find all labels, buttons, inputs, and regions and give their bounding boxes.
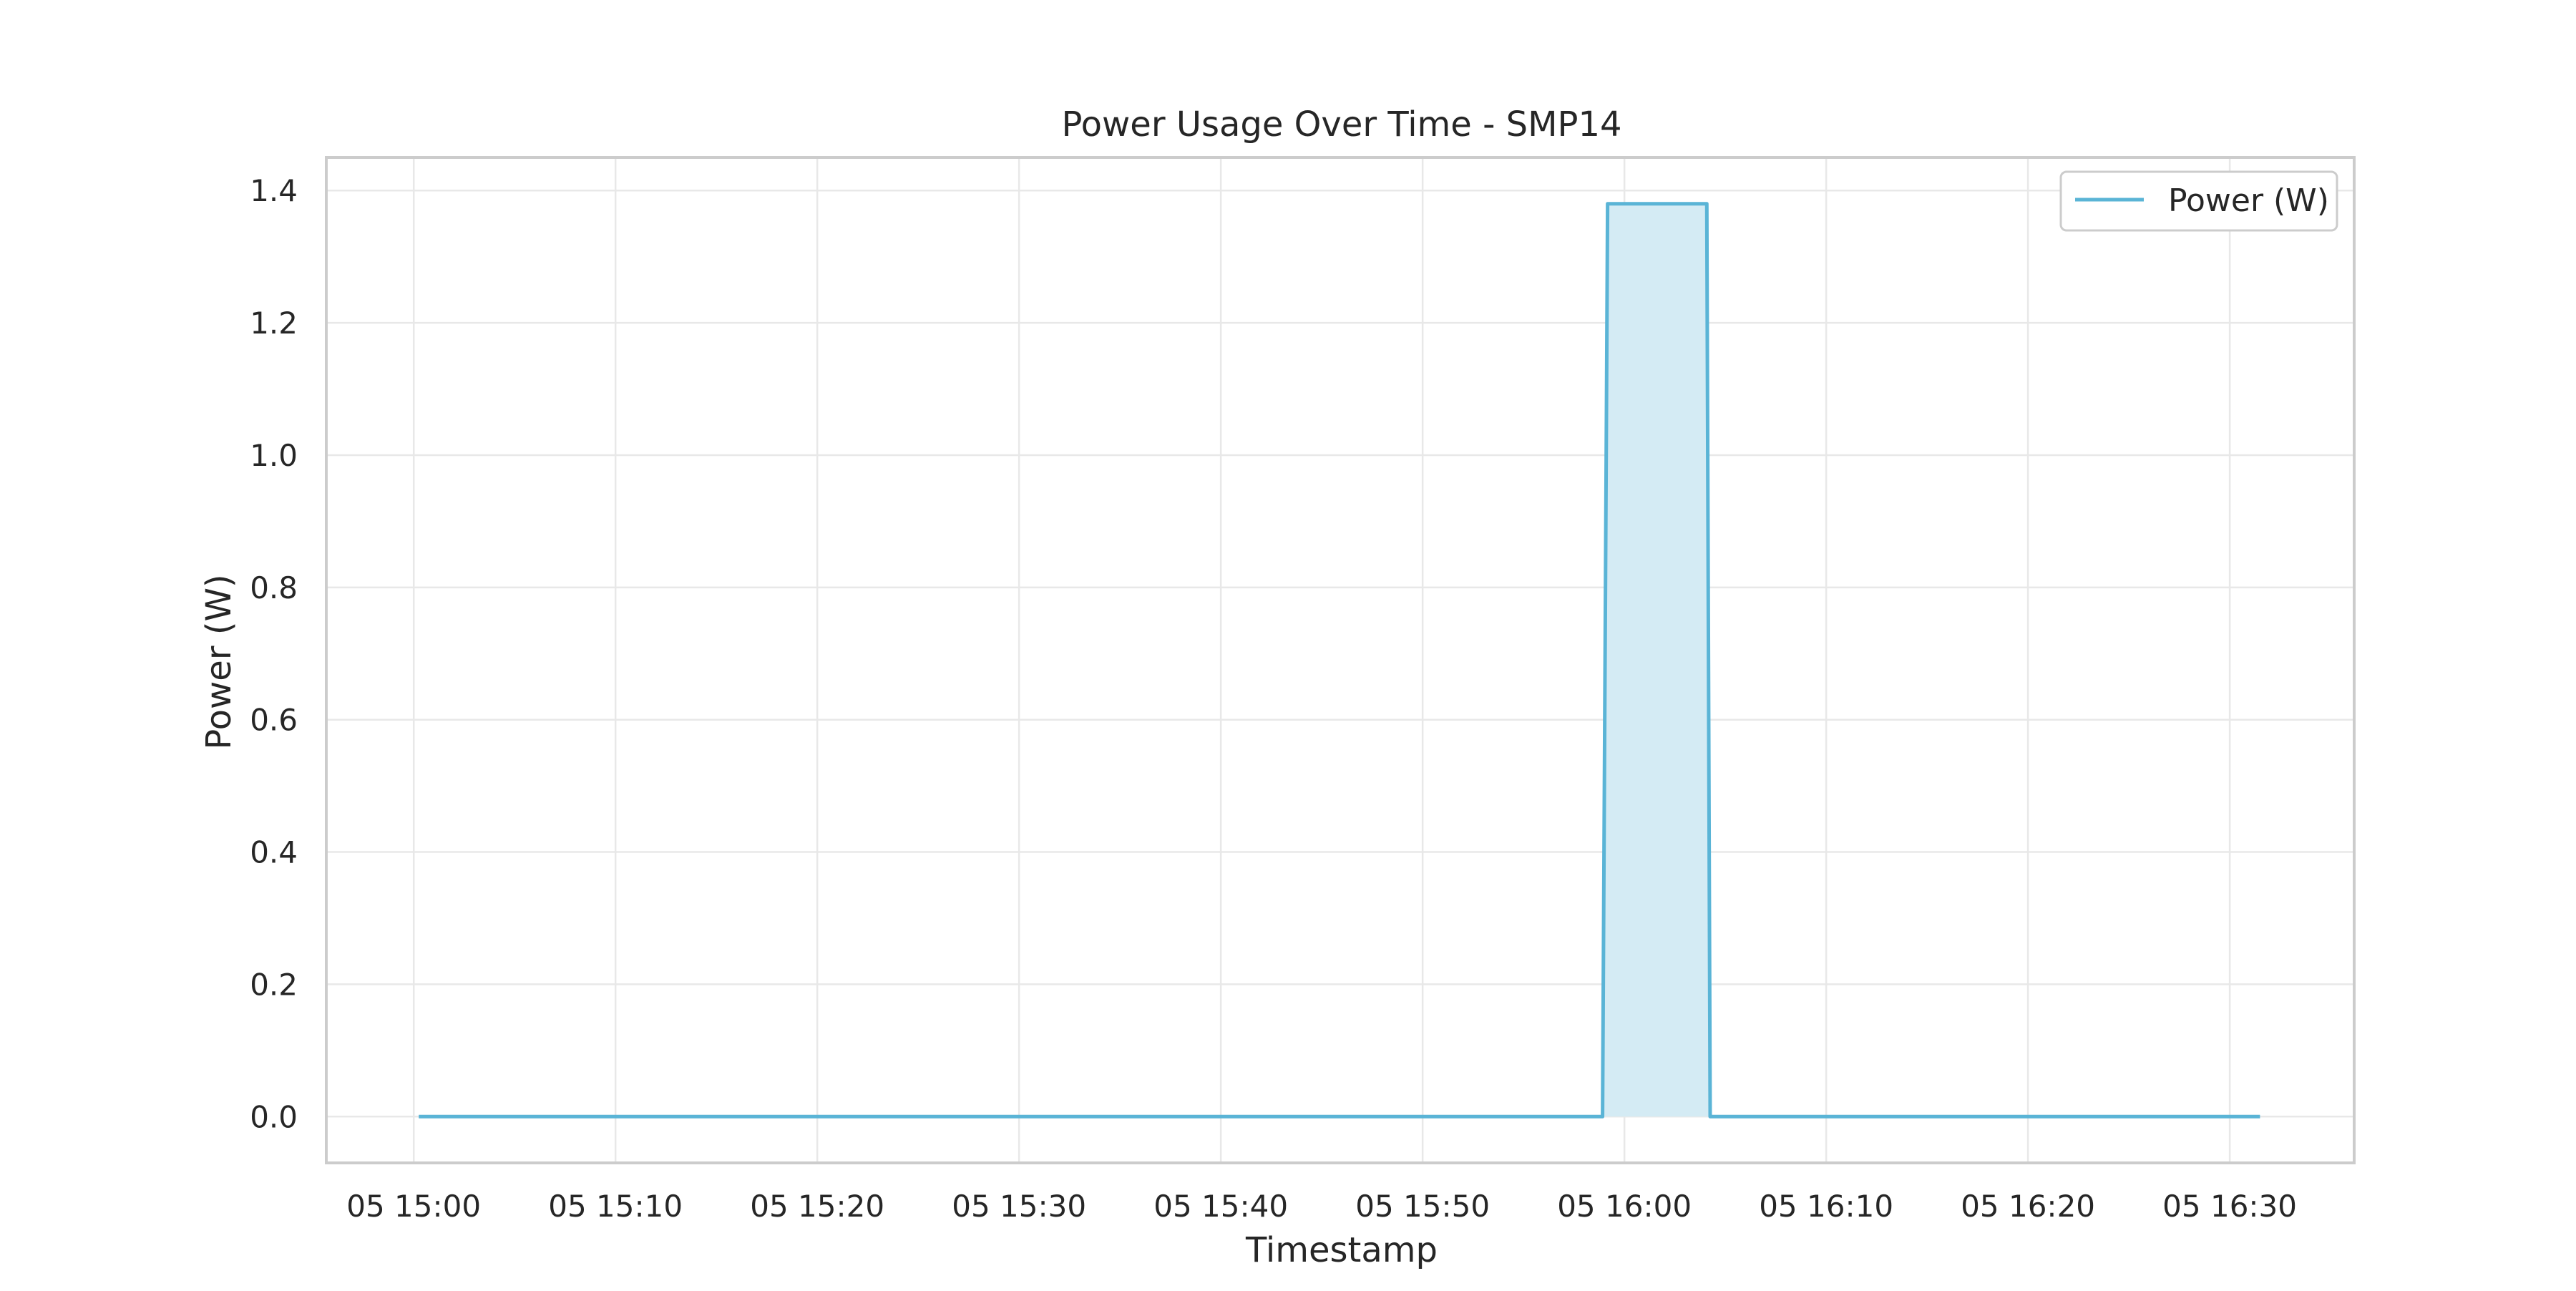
x-tick-label: 05 15:40 <box>1153 1189 1288 1224</box>
y-tick-label: 0.2 <box>250 967 298 1002</box>
x-tick-label: 05 15:50 <box>1355 1189 1490 1224</box>
y-tick-label: 1.2 <box>250 306 298 341</box>
grid-lines <box>326 157 2354 1163</box>
plot-background <box>326 157 2354 1163</box>
y-tick-label: 1.0 <box>250 438 298 473</box>
plot-frame <box>325 156 2356 1164</box>
legend-label: Power (W) <box>2168 182 2329 219</box>
y-tick-label: 0.0 <box>250 1099 298 1134</box>
x-tick-label: 05 15:30 <box>952 1189 1086 1224</box>
y-tick-label: 0.4 <box>250 835 298 870</box>
x-tick-label: 05 15:00 <box>346 1189 481 1224</box>
x-axis-label: Timestamp <box>1245 1230 1438 1270</box>
x-tick-label: 05 16:20 <box>1961 1189 2095 1224</box>
y-tick-label: 1.4 <box>250 173 298 208</box>
x-tick-label: 05 16:30 <box>2162 1189 2297 1224</box>
y-tick-label: 0.6 <box>250 703 298 738</box>
x-tick-label: 05 15:10 <box>548 1189 683 1224</box>
y-tick-label: 0.8 <box>250 570 298 605</box>
series-layer <box>419 202 2260 1119</box>
series-line <box>419 202 2260 1119</box>
chart-title: Power Usage Over Time - SMP14 <box>1061 104 1621 145</box>
x-tick-labels: 05 15:00 05 15:10 05 15:20 05 15:30 05 15:40… <box>346 1189 2297 1224</box>
x-tick-label: 05 16:10 <box>1759 1189 1893 1224</box>
legend-box <box>2059 170 2338 232</box>
x-tick-label: 05 16:00 <box>1557 1189 1692 1224</box>
x-tick-label: 05 15:20 <box>750 1189 884 1224</box>
legend: Power (W) <box>2059 170 2338 232</box>
y-tick-labels: 0.0 0.2 0.4 0.6 0.8 1.0 1.2 1.4 <box>250 173 298 1134</box>
y-axis-label: Power (W) <box>199 574 239 749</box>
